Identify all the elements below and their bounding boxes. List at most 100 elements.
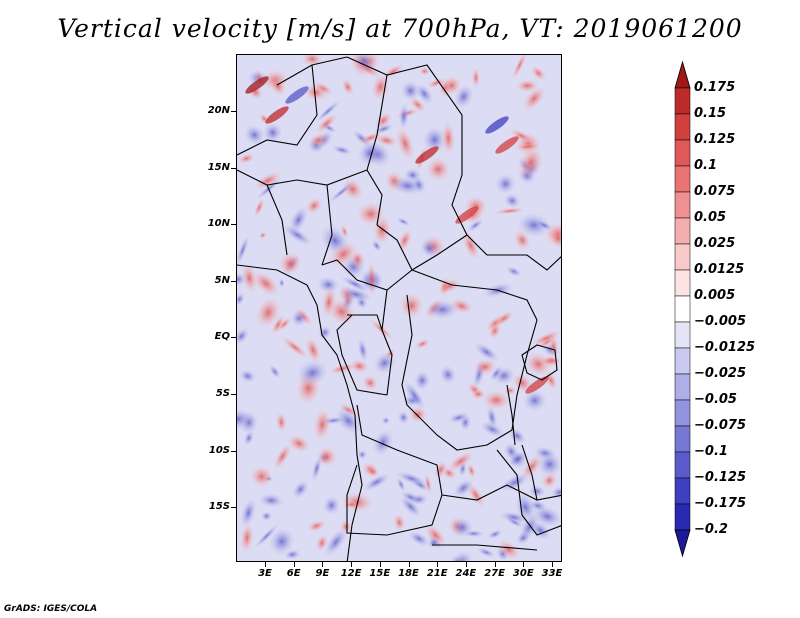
lon-label: 9E bbox=[315, 568, 330, 579]
updraft-patch bbox=[481, 389, 511, 411]
downdraft-patch bbox=[322, 495, 341, 516]
updraft-patch bbox=[494, 310, 515, 327]
velocity-anomaly-patches bbox=[237, 55, 561, 561]
colorbar-cell bbox=[674, 243, 691, 271]
downdraft-patch bbox=[411, 478, 430, 492]
downdraft-patch bbox=[531, 505, 561, 528]
updraft-patch bbox=[315, 113, 339, 134]
country-borders bbox=[237, 56, 561, 561]
colorbar-cell bbox=[674, 87, 691, 115]
border-central bbox=[336, 234, 538, 396]
lat-label: 20N bbox=[207, 105, 230, 116]
updraft-patch bbox=[361, 374, 379, 391]
downdraft-patch bbox=[399, 495, 422, 518]
updraft-patch bbox=[424, 523, 447, 547]
downdraft-patch bbox=[357, 449, 368, 460]
downdraft-patch bbox=[486, 405, 498, 430]
updraft-patch bbox=[513, 229, 531, 251]
downdraft-patch bbox=[508, 427, 527, 445]
updraft-patch bbox=[258, 231, 267, 239]
updraft-patch bbox=[366, 466, 380, 478]
updraft-patch bbox=[367, 261, 377, 297]
colorbar-under-triangle bbox=[674, 529, 691, 558]
colorbar-level-label: 0.125 bbox=[694, 132, 736, 147]
updraft-patch bbox=[530, 329, 561, 347]
updraft-patch bbox=[281, 336, 309, 359]
lat-label: 10S bbox=[208, 444, 230, 456]
downdraft-patch bbox=[331, 145, 353, 156]
updraft-patch bbox=[349, 358, 370, 374]
colorbar-cell bbox=[674, 269, 691, 297]
lat-tick bbox=[231, 167, 236, 169]
downdraft-patch bbox=[262, 122, 283, 144]
vertical-velocity-field bbox=[237, 55, 561, 561]
downdraft-patch bbox=[494, 173, 517, 195]
updraft-patch bbox=[446, 450, 475, 472]
downdraft-patch bbox=[453, 478, 474, 498]
downdraft-patch bbox=[363, 473, 390, 492]
downdraft-patch bbox=[522, 389, 547, 412]
updraft-patch bbox=[287, 434, 311, 453]
map-panel bbox=[236, 54, 562, 562]
updraft-patch bbox=[358, 131, 383, 145]
updraft-patch bbox=[530, 65, 547, 81]
downdraft-patch bbox=[489, 365, 503, 382]
downdraft-patch bbox=[533, 446, 557, 460]
updraft-patch bbox=[321, 285, 337, 319]
colorbar-cell bbox=[674, 373, 691, 401]
lon-tick bbox=[552, 562, 553, 567]
updraft-patch bbox=[306, 520, 327, 532]
border-congo-drc bbox=[401, 294, 538, 451]
downdraft-patch bbox=[237, 327, 250, 345]
downdraft-patch bbox=[278, 278, 285, 288]
downdraft-patch bbox=[237, 408, 252, 431]
downdraft-patch bbox=[515, 531, 531, 545]
downdraft-patch bbox=[505, 266, 522, 277]
downdraft-patch bbox=[396, 217, 411, 227]
lat-label: 5S bbox=[215, 388, 230, 399]
updraft-patch bbox=[275, 411, 288, 433]
downdraft-patch bbox=[467, 218, 484, 232]
downdraft-patch bbox=[291, 480, 310, 499]
colorbar-level-label: −0.075 bbox=[694, 418, 747, 433]
lon-tick bbox=[523, 562, 525, 567]
downdraft-patch bbox=[450, 556, 469, 561]
updraft-patch bbox=[418, 66, 431, 76]
updraft-patch bbox=[276, 316, 292, 332]
lat-tick bbox=[231, 111, 236, 112]
downdraft-patch bbox=[476, 547, 496, 558]
updraft-patch bbox=[392, 513, 406, 532]
updraft-patch bbox=[466, 463, 476, 479]
updraft-patch bbox=[511, 55, 528, 81]
downdraft-patch bbox=[398, 102, 410, 130]
downdraft-patch bbox=[411, 176, 426, 194]
colorbar-level-label: −0.2 bbox=[694, 522, 728, 537]
downdraft-patch bbox=[353, 55, 376, 72]
downdraft-patch bbox=[290, 309, 308, 327]
downdraft-patch bbox=[357, 140, 383, 167]
updraft-patch bbox=[548, 335, 559, 359]
lon-label: 12E bbox=[340, 568, 362, 579]
coastline-west bbox=[237, 264, 363, 561]
downdraft-patch bbox=[499, 472, 530, 492]
updraft-patch bbox=[270, 314, 286, 336]
colorbar-level-label: 0.1 bbox=[694, 158, 718, 173]
lon-label: 27E bbox=[484, 568, 505, 579]
updraft-patch bbox=[241, 263, 258, 294]
downdraft-patch bbox=[413, 370, 431, 391]
updraft-patch bbox=[305, 336, 322, 364]
colorbar-cell bbox=[674, 191, 691, 219]
lat-tick bbox=[231, 394, 236, 395]
updraft-patch bbox=[522, 86, 546, 112]
colorbar-level-label: 0.0125 bbox=[694, 262, 745, 277]
lon-tick bbox=[437, 562, 439, 567]
colorbar-level-label: −0.005 bbox=[694, 314, 747, 329]
downdraft-patch bbox=[407, 530, 431, 547]
updraft-patch bbox=[442, 75, 462, 96]
colorbar-level-label: −0.125 bbox=[694, 470, 747, 485]
updraft-patch bbox=[370, 72, 391, 102]
downdraft-patch bbox=[317, 276, 340, 294]
downdraft-patch bbox=[296, 359, 329, 387]
lat-tick bbox=[231, 337, 236, 339]
downdraft-patch bbox=[328, 180, 356, 204]
